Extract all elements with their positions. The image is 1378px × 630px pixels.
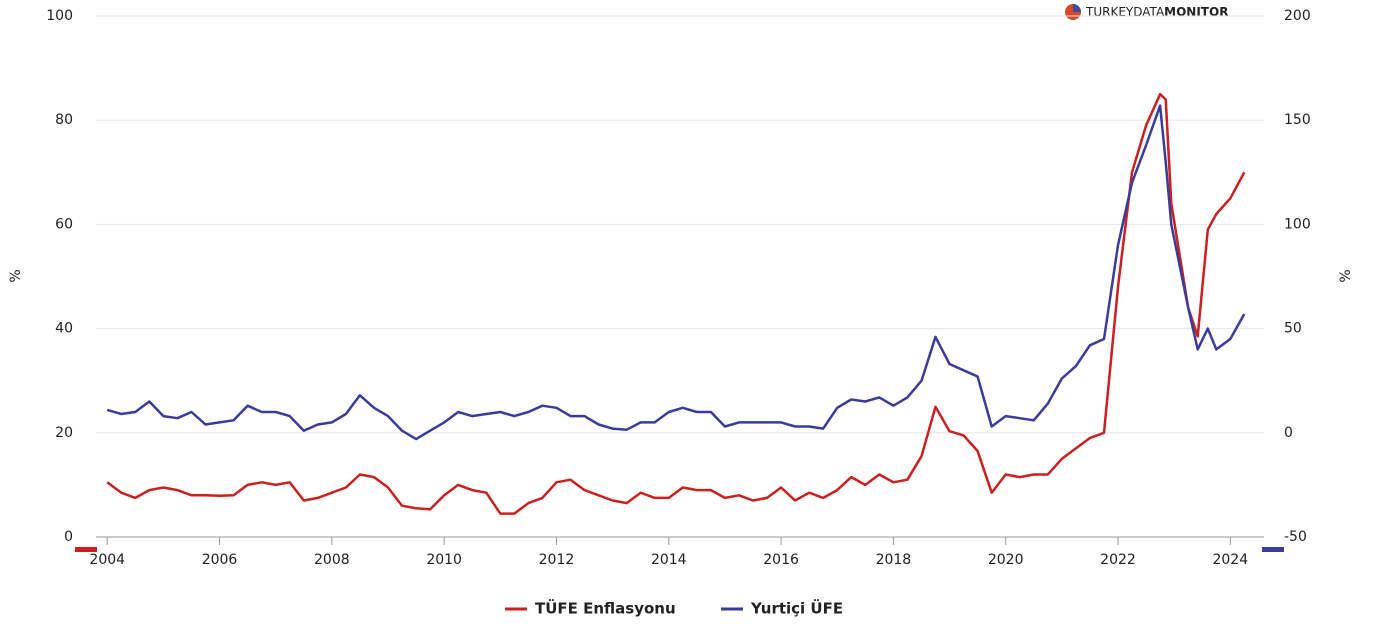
y-tick-label: 40: [55, 321, 73, 337]
y2-tick-label: 100: [1284, 216, 1311, 232]
y2-tick-label: -50: [1284, 529, 1307, 545]
legend-label: TÜFE Enflasyonu: [535, 599, 676, 618]
y2-tick-label: 50: [1284, 321, 1302, 337]
y-axis-color-marker: [75, 547, 97, 552]
logo-bold: MONITOR: [1164, 5, 1228, 19]
y2-tick-label: 0: [1284, 425, 1293, 441]
logo-icon-part: [1073, 4, 1081, 12]
x-tick-label: 2016: [763, 552, 799, 568]
x-tick-label: 2018: [876, 552, 912, 568]
y-tick-label: 20: [55, 425, 73, 441]
logo-text: TURKEYDATAMONITOR: [1085, 5, 1228, 19]
x-tick-label: 2022: [1100, 552, 1136, 568]
series-line: [106, 92, 1246, 515]
y2-axis-label: %: [1338, 269, 1354, 282]
y-tick-label: 100: [46, 8, 73, 24]
y2-tick-label: 200: [1284, 8, 1311, 24]
x-tick-label: 2006: [202, 552, 238, 568]
x-tick-label: 2008: [314, 552, 350, 568]
y-tick-label: 0: [64, 529, 73, 545]
y-axis-label: %: [8, 269, 24, 282]
x-tick-label: 2020: [988, 552, 1024, 568]
x-tick-label: 2004: [89, 552, 125, 568]
y2-tick-label: 150: [1284, 112, 1311, 128]
legend-label: Yurtiçi ÜFE: [750, 599, 843, 618]
logo: TURKEYDATAMONITOR: [1065, 4, 1228, 20]
x-tick-label: 2014: [651, 552, 687, 568]
series-line: [106, 104, 1246, 441]
y2-axis-color-marker: [1262, 547, 1284, 552]
x-tick-label: 2010: [426, 552, 462, 568]
x-tick-label: 2024: [1212, 552, 1248, 568]
y-tick-label: 80: [55, 112, 73, 128]
x-tick-label: 2012: [539, 552, 575, 568]
logo-light: TURKEYDATA: [1085, 5, 1165, 19]
y-tick-label: 60: [55, 216, 73, 232]
